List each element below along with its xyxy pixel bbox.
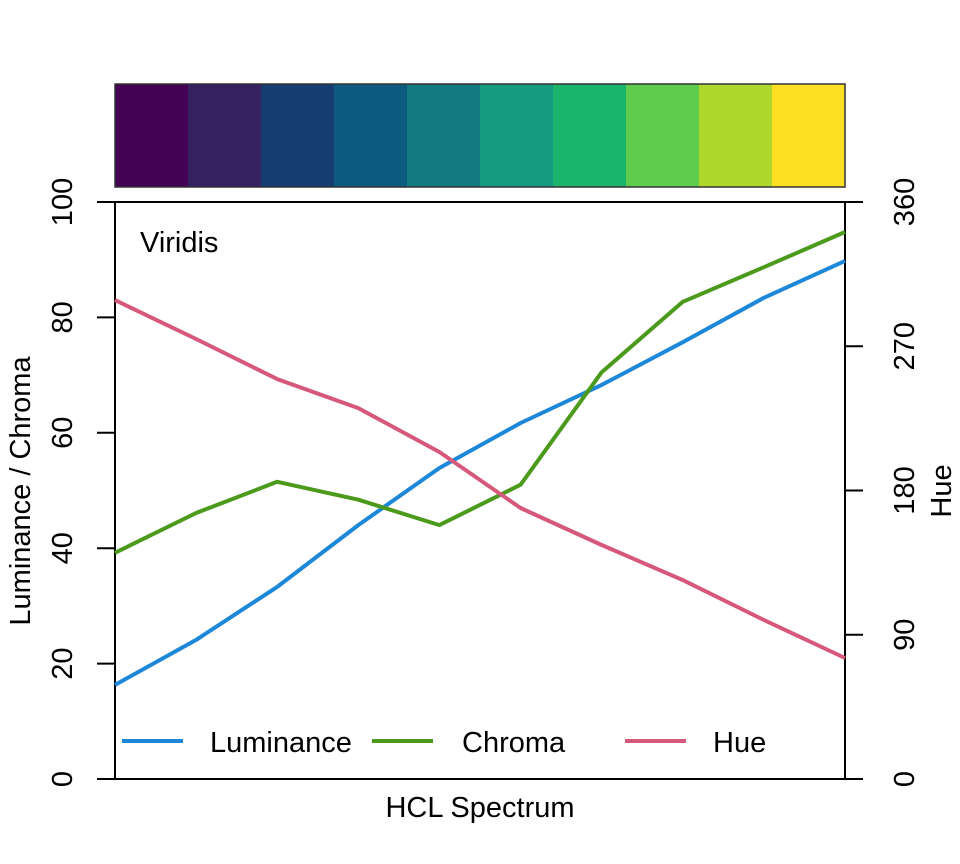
tick-label: 40 [47,532,79,564]
color-swatch [188,84,262,187]
chroma-line [114,230,846,555]
tick-label: 20 [47,647,79,679]
tick-label: 270 [889,322,921,370]
color-swatch [699,84,773,187]
legend-luminance-label: Luminance [210,727,352,759]
color-swatch [480,84,554,187]
color-swatch-bar [115,84,846,187]
tick-label: 0 [889,771,921,787]
left-axis-ticks: 0 20 40 60 80 100 [47,178,115,787]
legend-hue-label: Hue [713,727,766,759]
tick-label: 0 [47,771,79,787]
color-swatch [772,84,846,187]
color-swatch [626,84,700,187]
tick-label: 90 [889,619,921,651]
swatch-bar-border [114,83,846,188]
tick-label: 60 [47,417,79,449]
tick-label: 360 [889,178,921,226]
y-axis-label-left: Luminance / Chroma [5,356,37,626]
legend: Luminance Chroma Hue [122,727,766,759]
color-swatch [407,84,481,187]
color-swatch [334,84,408,187]
color-swatch [553,84,627,187]
y-axis-label-right: Hue [926,464,958,517]
series-lines [114,230,846,687]
hue-line [114,298,846,660]
tick-label: 80 [47,301,79,333]
chart-title: Viridis [140,227,218,259]
x-axis-label: HCL Spectrum [385,792,574,824]
legend-chroma-label: Chroma [462,727,566,759]
tick-label: 180 [889,466,921,514]
tick-label: 100 [47,178,79,226]
luminance-line [114,259,846,687]
color-swatch [115,84,189,187]
plot-area: 0 20 40 60 80 100 0 90 180 270 360 [47,178,921,787]
color-swatch [261,84,335,187]
right-axis-ticks: 0 90 180 270 360 [845,178,921,787]
